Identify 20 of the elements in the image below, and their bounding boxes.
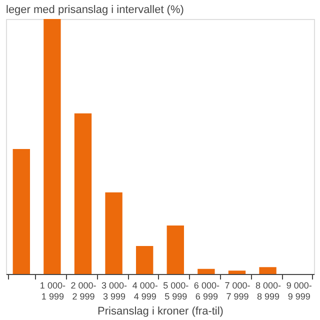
bar [74,113,92,274]
x-tick-label: 5 000- 5 999 [163,280,189,302]
x-tick-label: 9 000- 9 999 [286,280,312,302]
bar [166,226,184,274]
bar [198,268,215,274]
chart-title: leger med prisanslag i intervallet (%) [6,4,184,16]
x-tick-label: 3 000- 3 999 [102,280,128,302]
bar [228,270,246,274]
x-tick-label: 1 000- 1 999 [40,280,66,302]
bar [12,149,30,274]
x-tick-label: 2 000- 2 999 [70,280,96,302]
bar [136,246,154,274]
x-tick-label: 8 000- 8 999 [256,280,282,302]
x-tick-label: 6 000- 6 999 [194,280,220,302]
bar [259,267,276,274]
x-axis-title: Prisanslag i kroner (fra-til) [98,306,224,318]
x-tick-label: 7 000- 7 999 [224,280,250,302]
bar [44,19,61,274]
bar [105,192,122,274]
x-tick-label: 4 000- 4 999 [132,280,158,302]
